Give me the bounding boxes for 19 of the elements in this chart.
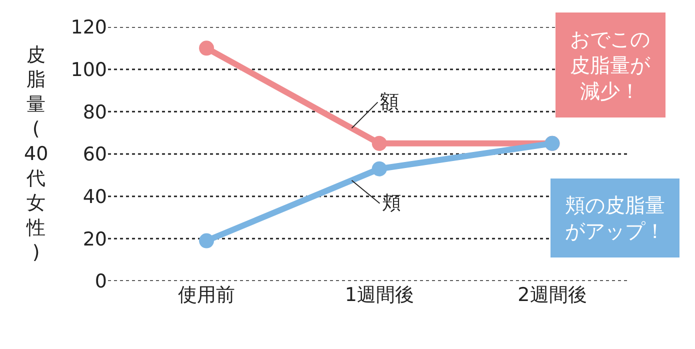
point [372, 161, 387, 176]
y-tick-label: 40 [82, 186, 107, 208]
annotation: 頬の皮脂量がアップ！ [565, 193, 665, 243]
x-tick-label: 2週間後 [518, 284, 587, 306]
text: 皮脂量(40代女性) [24, 44, 48, 264]
y-tick-label: 60 [82, 144, 107, 166]
point [199, 233, 214, 248]
point [372, 136, 387, 151]
series-label: 頬 [382, 192, 401, 214]
x-tick-label: 1週間後 [344, 284, 414, 306]
y-tick-label: 120 [70, 16, 107, 39]
y-tick-label: 80 [82, 101, 107, 124]
series-label: 額 [380, 91, 399, 113]
y-tick-label: 100 [70, 58, 107, 81]
y-tick-label: 20 [82, 228, 107, 250]
y-tick-label: 0 [94, 270, 107, 293]
point [199, 40, 214, 56]
x-tick-label: 使用前 [178, 284, 236, 306]
annotation: おでこの皮脂量が減少！ [570, 27, 651, 103]
